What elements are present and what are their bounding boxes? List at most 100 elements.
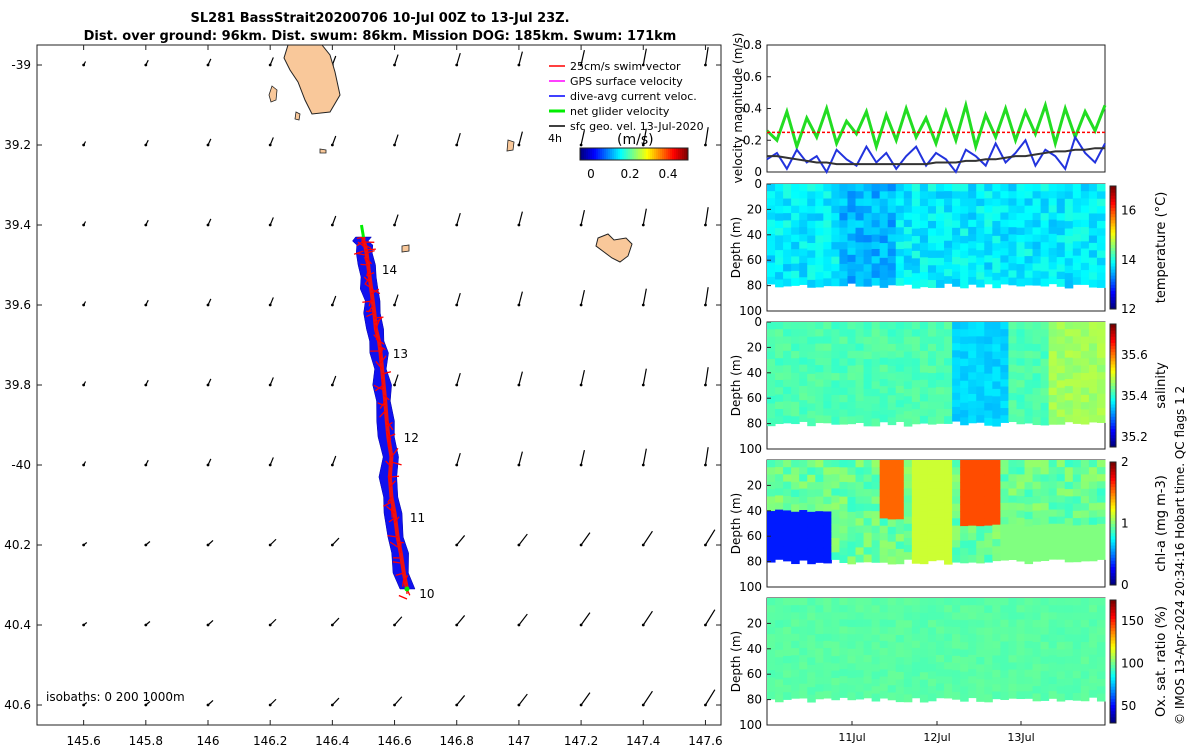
section-cell (807, 643, 816, 651)
current-vector-base (642, 704, 645, 707)
section-cell (1041, 351, 1050, 359)
section-cell (1065, 649, 1074, 657)
section-cell (952, 407, 961, 415)
section-cell (920, 620, 929, 628)
section-cell (936, 402, 945, 410)
section-cell (847, 556, 856, 564)
section-cell (1073, 263, 1082, 271)
section-cell (856, 264, 865, 272)
section-cell (1073, 554, 1082, 562)
section-cell (1089, 393, 1098, 401)
colorbar-cell (1110, 189, 1116, 193)
section-cell (864, 264, 873, 272)
current-vector-base (207, 544, 210, 547)
section-cell (1073, 613, 1082, 621)
section-cell (1065, 400, 1074, 408)
section-cell (1057, 373, 1066, 381)
section-cell (791, 366, 800, 374)
section-cell (1041, 403, 1050, 411)
section-cell (872, 381, 881, 389)
colorbar-cell (1110, 658, 1116, 662)
section-cell (968, 336, 977, 344)
section-cell (839, 482, 848, 490)
section-cell (823, 206, 832, 214)
section-cell (1016, 620, 1025, 628)
section-cell (920, 336, 929, 344)
section-cell (912, 329, 921, 337)
section-cell (831, 191, 840, 199)
section-cell (976, 358, 985, 366)
section-cell (904, 248, 913, 256)
section-cell (888, 542, 897, 550)
current-vector-base (518, 464, 521, 467)
section-cell (960, 672, 969, 680)
section-cell (904, 495, 913, 503)
section-tick-label: 20 (747, 478, 762, 492)
colorbar-cell (1110, 649, 1116, 653)
colorbar-cell (1110, 260, 1116, 264)
section-cell (880, 655, 889, 663)
section-cell (896, 343, 905, 351)
section-cell (767, 359, 776, 367)
section-cell (1073, 511, 1082, 519)
section-cell (864, 489, 873, 497)
section-cell (847, 329, 856, 337)
section-cell (1081, 366, 1090, 374)
section-cell (1049, 344, 1058, 352)
section-cell (783, 279, 792, 287)
section-cell (872, 460, 881, 468)
colorbar-cell (1110, 714, 1116, 718)
section-cell (976, 191, 985, 199)
map-cbar-cell (606, 148, 608, 160)
map-x-tick-label: 147.6 (688, 734, 722, 748)
section-cell (799, 598, 808, 606)
section-cell (880, 634, 889, 642)
current-vector-base (580, 464, 583, 467)
section-cell (920, 199, 929, 207)
section-cell (775, 481, 784, 489)
section-cell (936, 236, 945, 244)
section-cell (791, 337, 800, 345)
section-cell (904, 650, 913, 658)
section-cell (888, 527, 897, 535)
section-cell (1041, 228, 1050, 236)
section-cell (968, 227, 977, 235)
section-cell (952, 518, 961, 526)
section-cell (1025, 227, 1034, 235)
section-cell (864, 322, 873, 330)
section-cell (896, 400, 905, 408)
colorbar-cell (1110, 514, 1116, 518)
section-cell (1000, 692, 1009, 700)
section-cell (968, 220, 977, 228)
colorbar-cell (1110, 480, 1116, 484)
section-cell (896, 642, 905, 650)
section-cell (952, 322, 961, 330)
section-cell (1049, 322, 1058, 330)
section-cell (1025, 612, 1034, 620)
section-cell (856, 379, 865, 387)
section-cell (936, 365, 945, 373)
section-cell (1073, 649, 1082, 657)
section-cell (799, 619, 808, 627)
section-cell (847, 234, 856, 242)
velocity-tick-label: 0.2 (743, 133, 762, 147)
section-cell (1016, 482, 1025, 490)
section-cell (807, 191, 816, 199)
section-cell (1016, 511, 1025, 519)
colorbar-cell (1110, 367, 1116, 371)
colorbar-cell (1110, 238, 1116, 242)
section-cell (992, 236, 1001, 244)
current-vector-base (393, 704, 396, 707)
section-cell (944, 557, 953, 565)
section-cell (960, 504, 969, 512)
section-cell (1081, 249, 1090, 257)
section-cell (767, 411, 776, 419)
section-cell (767, 352, 776, 360)
section-cell (1008, 343, 1017, 351)
section-cell (1065, 281, 1074, 289)
section-cell (775, 366, 784, 374)
section-cell (992, 691, 1001, 699)
section-cell (920, 512, 929, 520)
section-cell (952, 343, 961, 351)
colorbar-cell (1110, 625, 1116, 629)
